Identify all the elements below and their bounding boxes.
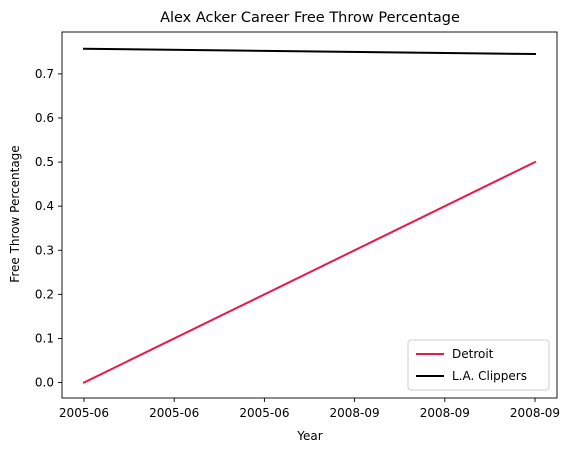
x-tick-label: 2005-06 (239, 406, 289, 420)
y-axis-title: Free Throw Percentage (8, 145, 22, 282)
y-tick-label: 0.0 (35, 376, 54, 390)
series-line-l-a-clippers (82, 47, 537, 56)
series-line-detroit (82, 160, 537, 384)
legend-box (407, 339, 550, 391)
x-tick-label: 2005-06 (149, 406, 199, 420)
chart-title: Alex Acker Career Free Throw Percentage (160, 10, 460, 26)
x-tick-label: 2005-06 (59, 406, 109, 420)
legend-label: Detroit (452, 347, 494, 361)
y-tick-label: 0.6 (35, 111, 54, 125)
plot-area (61, 31, 558, 399)
legend: Detroit L.A. Clippers (407, 339, 550, 391)
x-axis-title: Year (296, 429, 322, 443)
x-tick-label: 2008-09 (510, 406, 560, 420)
legend-label: L.A. Clippers (452, 369, 527, 383)
y-tick-label: 0.5 (35, 155, 54, 169)
y-tick-label: 0.1 (35, 331, 54, 345)
y-tick-label: 0.4 (35, 199, 54, 213)
x-tick-label: 2008-09 (420, 406, 470, 420)
y-tick-label: 0.7 (35, 67, 54, 81)
plot-frame (61, 31, 558, 399)
x-tick-label: 2008-09 (330, 406, 380, 420)
y-axis: 0.0 0.1 0.2 0.3 0.4 0.5 0.6 0.7 (35, 67, 62, 390)
x-axis: 2005-06 2005-06 2005-06 2008-09 2008-09 2008-… (59, 398, 560, 420)
series-lines (82, 47, 537, 384)
y-tick-label: 0.2 (35, 287, 54, 301)
y-tick-label: 0.3 (35, 243, 54, 257)
